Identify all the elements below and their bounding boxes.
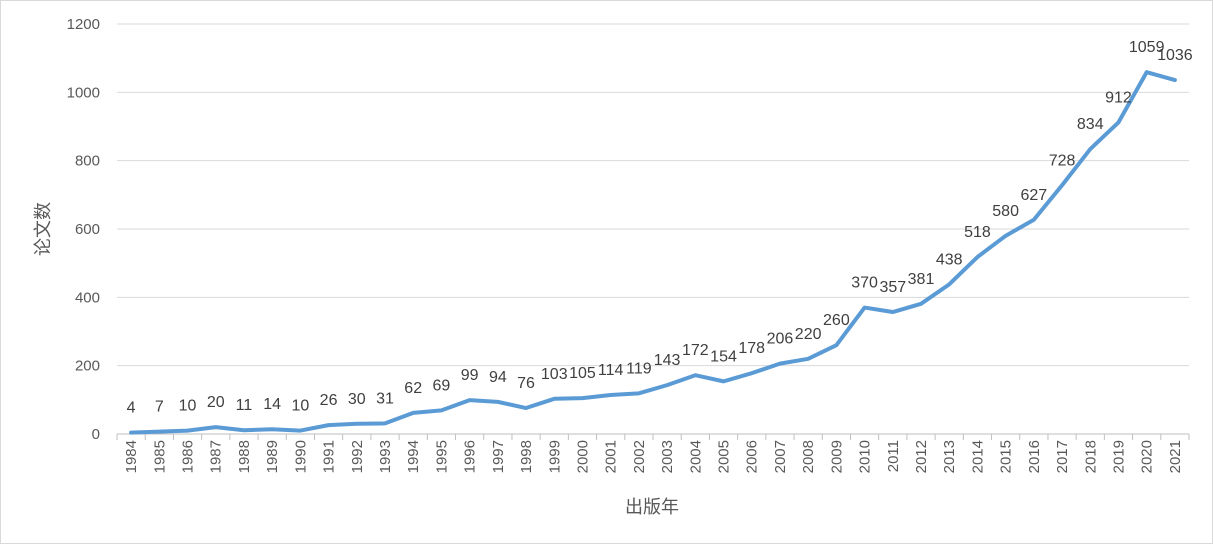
x-tick-label: 1989 bbox=[264, 440, 281, 473]
gridlines bbox=[117, 23, 1189, 435]
x-tick-label: 1997 bbox=[490, 440, 507, 473]
data-label: 76 bbox=[517, 375, 535, 392]
data-label: 69 bbox=[433, 377, 451, 394]
y-tick-label: 1200 bbox=[67, 16, 100, 33]
x-tick-label: 1999 bbox=[546, 440, 563, 473]
x-tick-label: 2019 bbox=[1110, 440, 1127, 473]
x-tick-label: 2003 bbox=[659, 440, 676, 473]
y-axis-ticks: 0 200 400 600 800 1000 1200 bbox=[67, 16, 100, 443]
x-tick-label: 2015 bbox=[998, 440, 1015, 473]
x-tick-label: 2000 bbox=[574, 440, 591, 473]
x-tick-label: 1996 bbox=[462, 440, 479, 473]
x-tick-label: 2017 bbox=[1054, 440, 1071, 473]
data-label: 99 bbox=[461, 367, 479, 384]
data-label: 728 bbox=[1049, 152, 1076, 169]
x-tick-label: 1992 bbox=[349, 440, 366, 473]
data-label: 580 bbox=[992, 203, 1019, 220]
data-label: 370 bbox=[851, 275, 878, 292]
data-label: 1059 bbox=[1129, 39, 1165, 56]
data-label: 94 bbox=[489, 369, 507, 386]
data-label: 103 bbox=[541, 366, 568, 383]
data-label: 62 bbox=[404, 380, 422, 397]
x-tick-label: 1987 bbox=[208, 440, 225, 473]
y-tick-label: 200 bbox=[75, 358, 100, 375]
data-label: 178 bbox=[738, 340, 765, 357]
x-tick-label: 2006 bbox=[744, 440, 761, 473]
x-axis-ticks: 1984 1985 1986 1987 1988 1989 1990 1991 1992 1993… bbox=[116, 434, 1190, 473]
data-label: 518 bbox=[964, 224, 991, 241]
data-label: 834 bbox=[1077, 116, 1104, 133]
data-label: 260 bbox=[823, 312, 850, 329]
x-tick-label: 1993 bbox=[377, 440, 394, 473]
x-tick-label: 2005 bbox=[716, 440, 733, 473]
y-axis-title: 论文数 bbox=[33, 202, 54, 256]
x-tick-label: 2007 bbox=[772, 440, 789, 473]
x-tick-label: 1998 bbox=[518, 440, 535, 473]
x-tick-label: 2004 bbox=[687, 440, 704, 473]
data-label: 143 bbox=[654, 352, 681, 369]
data-label: 357 bbox=[879, 279, 906, 296]
data-label: 26 bbox=[320, 392, 338, 409]
data-label: 30 bbox=[348, 391, 366, 408]
x-tick-label: 2018 bbox=[1082, 440, 1099, 473]
x-tick-label: 2011 bbox=[885, 440, 902, 472]
data-label: 154 bbox=[710, 348, 737, 365]
data-label: 7 bbox=[155, 399, 164, 416]
data-label: 11 bbox=[236, 397, 253, 414]
data-label: 912 bbox=[1105, 89, 1132, 106]
x-tick-label: 2001 bbox=[603, 440, 620, 473]
x-tick-label: 1991 bbox=[321, 440, 338, 473]
x-tick-label: 2014 bbox=[969, 440, 986, 473]
data-label: 220 bbox=[795, 326, 822, 343]
data-label: 438 bbox=[936, 251, 963, 268]
y-tick-label: 400 bbox=[75, 289, 100, 306]
x-tick-label: 1988 bbox=[236, 440, 253, 473]
data-label: 1036 bbox=[1157, 47, 1193, 64]
x-tick-label: 2020 bbox=[1139, 440, 1156, 473]
data-label: 10 bbox=[179, 398, 197, 415]
x-tick-label: 2002 bbox=[631, 440, 648, 473]
x-tick-label: 1990 bbox=[292, 440, 309, 473]
data-label: 14 bbox=[263, 396, 281, 413]
data-label: 31 bbox=[376, 390, 394, 407]
series-group bbox=[129, 70, 1177, 435]
data-label: 172 bbox=[682, 342, 709, 359]
data-label: 4 bbox=[127, 400, 136, 417]
y-tick-label: 1000 bbox=[67, 84, 100, 101]
data-label: 381 bbox=[908, 271, 935, 288]
x-tick-label: 2012 bbox=[913, 440, 930, 473]
x-tick-label: 2013 bbox=[941, 440, 958, 473]
x-tick-label: 2009 bbox=[828, 440, 845, 473]
data-label: 206 bbox=[767, 331, 794, 348]
data-label: 114 bbox=[598, 362, 624, 379]
x-tick-label: 1985 bbox=[151, 440, 168, 473]
x-tick-label: 1995 bbox=[433, 440, 450, 473]
x-tick-label: 2010 bbox=[857, 440, 874, 473]
y-tick-label: 800 bbox=[75, 153, 100, 170]
data-label: 10 bbox=[291, 398, 309, 415]
x-tick-label: 1984 bbox=[123, 440, 140, 473]
data-label: 119 bbox=[626, 360, 652, 377]
data-label: 105 bbox=[569, 365, 596, 382]
x-axis-title: 出版年 bbox=[625, 497, 679, 518]
x-tick-label: 2008 bbox=[800, 440, 817, 473]
x-tick-label: 2021 bbox=[1167, 440, 1184, 473]
data-label: 20 bbox=[207, 394, 225, 411]
y-tick-label: 600 bbox=[75, 221, 100, 238]
data-label: 627 bbox=[1020, 187, 1047, 204]
series-line bbox=[129, 70, 1177, 435]
x-tick-label: 1986 bbox=[180, 440, 197, 473]
data-labels: 4 7 10 20 11 14 10 26 30 31 62 69 99 94 76 103 105 114 119… bbox=[127, 39, 1193, 416]
x-tick-label: 1994 bbox=[405, 440, 422, 473]
x-tick-label: 2016 bbox=[1026, 440, 1043, 473]
y-tick-label: 0 bbox=[92, 426, 100, 443]
